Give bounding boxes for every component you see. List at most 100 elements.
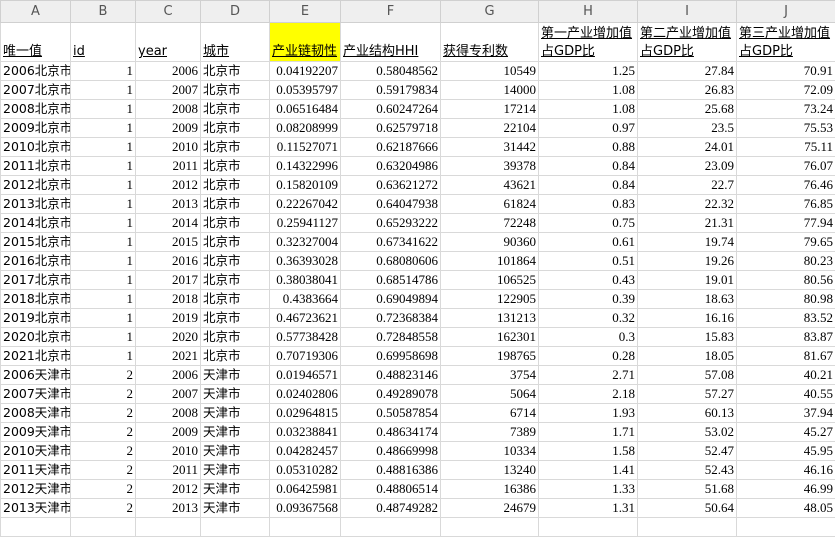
cell-a[interactable]: 2019北京市 xyxy=(1,309,71,328)
cell-d[interactable]: 天津市 xyxy=(201,404,270,423)
cell-i[interactable]: 18.05 xyxy=(638,347,737,366)
cell-a[interactable]: 2017北京市 xyxy=(1,271,71,290)
cell-b[interactable]: 1 xyxy=(71,214,136,233)
cell-e[interactable]: 0.46723621 xyxy=(270,309,341,328)
cell-d[interactable]: 天津市 xyxy=(201,423,270,442)
field-header-cell[interactable]: 城市 xyxy=(201,23,270,62)
cell-b[interactable]: 2 xyxy=(71,442,136,461)
cell-e[interactable]: 0.09367568 xyxy=(270,499,341,518)
cell-b[interactable]: 1 xyxy=(71,309,136,328)
cell-d[interactable]: 北京市 xyxy=(201,290,270,309)
cell-c[interactable]: 2008 xyxy=(136,100,201,119)
cell-h[interactable]: 1.71 xyxy=(539,423,638,442)
cell-a[interactable]: 2021北京市 xyxy=(1,347,71,366)
cell-h[interactable]: 2.71 xyxy=(539,366,638,385)
cell-a[interactable]: 2010天津市 xyxy=(1,442,71,461)
cell-j[interactable]: 83.87 xyxy=(737,328,835,347)
cell-e[interactable]: 0.15820109 xyxy=(270,176,341,195)
cell-a[interactable]: 2009北京市 xyxy=(1,119,71,138)
cell-a[interactable]: 2011天津市 xyxy=(1,461,71,480)
cell-e[interactable]: 0.02402806 xyxy=(270,385,341,404)
cell-f[interactable]: 0.65293222 xyxy=(341,214,441,233)
cell-h[interactable]: 1.41 xyxy=(539,461,638,480)
cell-j[interactable]: 48.05 xyxy=(737,499,835,518)
cell-e[interactable]: 0.06516484 xyxy=(270,100,341,119)
cell-i[interactable]: 52.43 xyxy=(638,461,737,480)
cell-g[interactable]: 31442 xyxy=(441,138,539,157)
cell-g[interactable]: 6714 xyxy=(441,404,539,423)
cell-f[interactable]: 0.60247264 xyxy=(341,100,441,119)
cell-e[interactable]: 0.32327004 xyxy=(270,233,341,252)
cell-g[interactable]: 22104 xyxy=(441,119,539,138)
column-header-f[interactable]: F xyxy=(341,1,441,23)
cell-a[interactable]: 2006天津市 xyxy=(1,366,71,385)
cell-c[interactable]: 2011 xyxy=(136,157,201,176)
cell-b[interactable]: 1 xyxy=(71,328,136,347)
field-header-cell[interactable]: 产业链韧性 xyxy=(270,23,341,62)
cell-g[interactable]: 101864 xyxy=(441,252,539,271)
cell-h[interactable]: 0.3 xyxy=(539,328,638,347)
cell-i[interactable]: 22.7 xyxy=(638,176,737,195)
cell-f[interactable]: 0.72368384 xyxy=(341,309,441,328)
cell-d[interactable]: 北京市 xyxy=(201,176,270,195)
cell-i[interactable]: 18.63 xyxy=(638,290,737,309)
cell-d[interactable]: 北京市 xyxy=(201,271,270,290)
field-header-cell[interactable]: id xyxy=(71,23,136,62)
cell-d[interactable]: 北京市 xyxy=(201,100,270,119)
cell-e[interactable]: 0.04282457 xyxy=(270,442,341,461)
cell-b[interactable]: 1 xyxy=(71,138,136,157)
cell-e[interactable]: 0.22267042 xyxy=(270,195,341,214)
cell-d[interactable]: 天津市 xyxy=(201,480,270,499)
cell-c[interactable]: 2012 xyxy=(136,480,201,499)
cell-h[interactable]: 0.39 xyxy=(539,290,638,309)
cell-h[interactable]: 0.84 xyxy=(539,176,638,195)
cell-g[interactable]: 90360 xyxy=(441,233,539,252)
cell-c[interactable]: 2013 xyxy=(136,499,201,518)
cell-j[interactable]: 76.46 xyxy=(737,176,835,195)
cell-f[interactable]: 0.48823146 xyxy=(341,366,441,385)
cell-h[interactable]: 0.75 xyxy=(539,214,638,233)
cell-j[interactable]: 70.91 xyxy=(737,62,835,81)
cell-j[interactable]: 45.95 xyxy=(737,442,835,461)
cell-h[interactable]: 1.93 xyxy=(539,404,638,423)
cell-i[interactable]: 52.47 xyxy=(638,442,737,461)
cell-c[interactable]: 2010 xyxy=(136,442,201,461)
column-header-e[interactable]: E xyxy=(270,1,341,23)
cell-a[interactable]: 2015北京市 xyxy=(1,233,71,252)
cell-g[interactable]: 122905 xyxy=(441,290,539,309)
cell-j[interactable]: 76.07 xyxy=(737,157,835,176)
cell-g[interactable]: 72248 xyxy=(441,214,539,233)
cell-d[interactable]: 北京市 xyxy=(201,328,270,347)
cell-h[interactable]: 0.51 xyxy=(539,252,638,271)
empty-cell[interactable] xyxy=(201,518,270,537)
cell-g[interactable]: 3754 xyxy=(441,366,539,385)
cell-e[interactable]: 0.38038041 xyxy=(270,271,341,290)
cell-g[interactable]: 24679 xyxy=(441,499,539,518)
cell-g[interactable]: 16386 xyxy=(441,480,539,499)
cell-g[interactable]: 7389 xyxy=(441,423,539,442)
cell-j[interactable]: 80.23 xyxy=(737,252,835,271)
cell-h[interactable]: 1.08 xyxy=(539,81,638,100)
cell-g[interactable]: 106525 xyxy=(441,271,539,290)
cell-b[interactable]: 2 xyxy=(71,366,136,385)
cell-f[interactable]: 0.72848558 xyxy=(341,328,441,347)
cell-h[interactable]: 0.97 xyxy=(539,119,638,138)
cell-h[interactable]: 0.61 xyxy=(539,233,638,252)
cell-a[interactable]: 2009天津市 xyxy=(1,423,71,442)
cell-h[interactable]: 0.28 xyxy=(539,347,638,366)
empty-cell[interactable] xyxy=(270,518,341,537)
cell-i[interactable]: 50.64 xyxy=(638,499,737,518)
cell-i[interactable]: 24.01 xyxy=(638,138,737,157)
column-header-c[interactable]: C xyxy=(136,1,201,23)
cell-i[interactable]: 27.84 xyxy=(638,62,737,81)
column-header-d[interactable]: D xyxy=(201,1,270,23)
cell-e[interactable]: 0.08208999 xyxy=(270,119,341,138)
cell-c[interactable]: 2007 xyxy=(136,385,201,404)
cell-b[interactable]: 2 xyxy=(71,461,136,480)
cell-b[interactable]: 1 xyxy=(71,195,136,214)
cell-f[interactable]: 0.62579718 xyxy=(341,119,441,138)
cell-b[interactable]: 2 xyxy=(71,423,136,442)
cell-g[interactable]: 61824 xyxy=(441,195,539,214)
cell-a[interactable]: 2007北京市 xyxy=(1,81,71,100)
cell-e[interactable]: 0.01946571 xyxy=(270,366,341,385)
